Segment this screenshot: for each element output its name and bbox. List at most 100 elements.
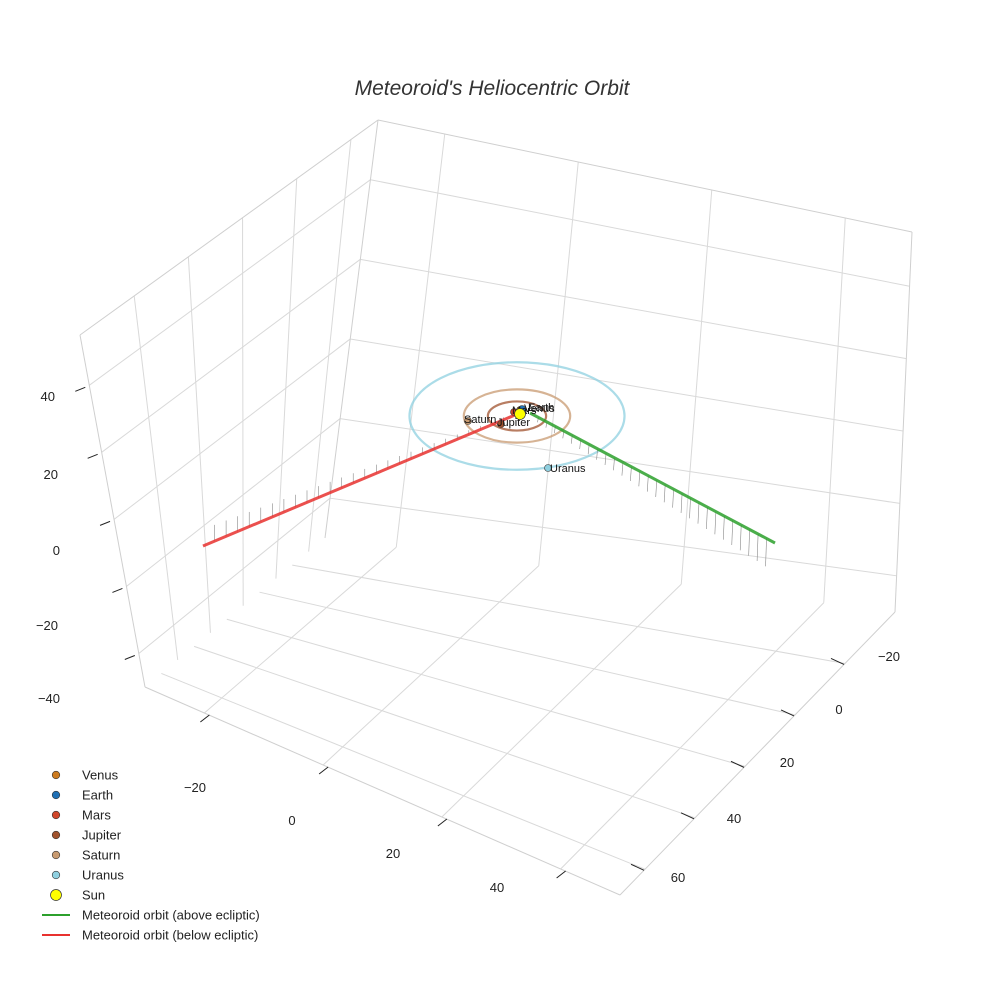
drop-line <box>638 471 641 487</box>
drop-line <box>630 466 632 482</box>
y-tick-label: 20 <box>386 846 400 861</box>
legend-swatch-sun <box>50 889 62 901</box>
drop-line <box>680 493 683 514</box>
meteoroid-track-below <box>202 413 516 548</box>
wall-grid-line <box>360 258 907 360</box>
legend-swatch-marker <box>51 810 61 820</box>
x-tick-label: 0 <box>835 702 842 717</box>
floor-grid-line <box>292 564 846 664</box>
uranus-marker <box>544 464 552 472</box>
drop-line <box>714 511 717 535</box>
legend-swatch-marker <box>51 830 61 840</box>
floor-grid-line <box>161 672 646 870</box>
box-edge <box>79 334 146 688</box>
z-tick-label: 40 <box>41 389 55 404</box>
box-edge <box>894 231 913 613</box>
legend-swatch-marker <box>51 770 61 780</box>
z-tick-label: 20 <box>44 467 58 482</box>
box-edge <box>619 611 896 896</box>
floor-grid-line <box>193 645 696 819</box>
legend-label: Sun <box>82 888 105 903</box>
legend-swatch-marker <box>51 870 61 880</box>
legend-label: Meteoroid orbit (below ecliptic) <box>82 928 258 943</box>
x-tick-label: −20 <box>878 649 900 664</box>
drop-line <box>663 484 666 503</box>
drop-line <box>587 444 590 455</box>
box-edge <box>324 119 379 539</box>
z-tick-label: −20 <box>36 618 58 633</box>
legend-label: Saturn <box>82 848 120 863</box>
y-tick-label: −20 <box>184 780 206 795</box>
floor-grid-line <box>259 591 796 716</box>
chart-title: Meteoroid's Heliocentric Orbit <box>355 77 631 100</box>
z-tick-mark <box>112 587 123 593</box>
saturn-label: Saturn <box>464 414 496 426</box>
z-tick-label: −40 <box>38 691 60 706</box>
legend-swatch-marker <box>51 790 61 800</box>
x-tick-mark <box>780 709 795 717</box>
venus-label: Venus <box>524 403 555 415</box>
wall-grid-line <box>823 217 846 603</box>
jupiter-marker <box>497 420 505 428</box>
drop-line <box>697 502 700 524</box>
legend: Venus Earth Mars Jupiter Saturn Uranus Sun Mete… <box>42 768 260 943</box>
wall-grid-line <box>308 139 352 552</box>
drop-line <box>672 489 674 508</box>
drop-line <box>596 448 598 460</box>
floor-grid-line <box>322 565 540 766</box>
drop-line <box>604 453 607 466</box>
wall-grid-line <box>370 179 910 287</box>
wall-grid-line <box>275 178 298 579</box>
legend-label: Venus <box>82 768 119 783</box>
drop-line <box>646 475 649 492</box>
x-tick-label: 60 <box>671 870 685 885</box>
jupiter-label: Jupiter <box>497 417 530 429</box>
x-tick-mark <box>830 658 845 665</box>
legend-label: Mars <box>82 808 111 823</box>
orbit-rings <box>408 361 626 471</box>
z-tick-mark <box>99 520 111 526</box>
z-tick-mark <box>124 655 135 660</box>
orbit-ring <box>486 400 548 432</box>
drop-line <box>748 529 750 556</box>
floor-grid-line <box>560 602 825 870</box>
x-tick-label: 40 <box>727 811 741 826</box>
y-tick-label: 40 <box>490 880 504 895</box>
y-tick-mark <box>556 870 566 879</box>
drop-line <box>723 516 725 540</box>
floor-grid-line <box>226 618 746 767</box>
y-tick-mark <box>437 818 448 827</box>
grid-lines <box>79 119 913 896</box>
z-tick-mark <box>75 386 86 392</box>
orbit-ring <box>462 388 572 444</box>
drop-line <box>739 525 742 551</box>
x-tick-label: 20 <box>780 755 794 770</box>
x-tick-mark <box>680 812 695 820</box>
x-tick-mark <box>730 760 745 768</box>
wall-grid-line <box>113 338 351 520</box>
drop-line <box>706 507 708 530</box>
wall-grid-line <box>88 179 371 386</box>
saturn-marker <box>464 417 472 425</box>
drop-line <box>621 462 624 476</box>
y-tick-mark <box>200 714 210 723</box>
uranus-label: Uranus <box>550 463 586 475</box>
wall-grid-line <box>242 217 244 606</box>
drop-line <box>765 538 767 567</box>
wall-grid-line <box>329 497 897 577</box>
orbit-ring <box>408 361 626 471</box>
drop-line <box>689 498 691 519</box>
z-tick-label: 0 <box>53 543 60 558</box>
sun-marker <box>514 408 526 420</box>
floor-grid-line <box>441 583 682 818</box>
box-edge <box>144 686 621 896</box>
floor-grid-line <box>204 546 397 714</box>
legend-label: Earth <box>82 788 113 803</box>
legend-label: Meteoroid orbit (above ecliptic) <box>82 908 260 923</box>
box-edge <box>377 119 913 233</box>
wall-grid-line <box>133 295 179 660</box>
axis-ticks: −40 −20 0 20 40 −20 0 20 40 −20 0 20 40 60 <box>36 386 900 895</box>
wall-grid-line <box>126 418 341 587</box>
